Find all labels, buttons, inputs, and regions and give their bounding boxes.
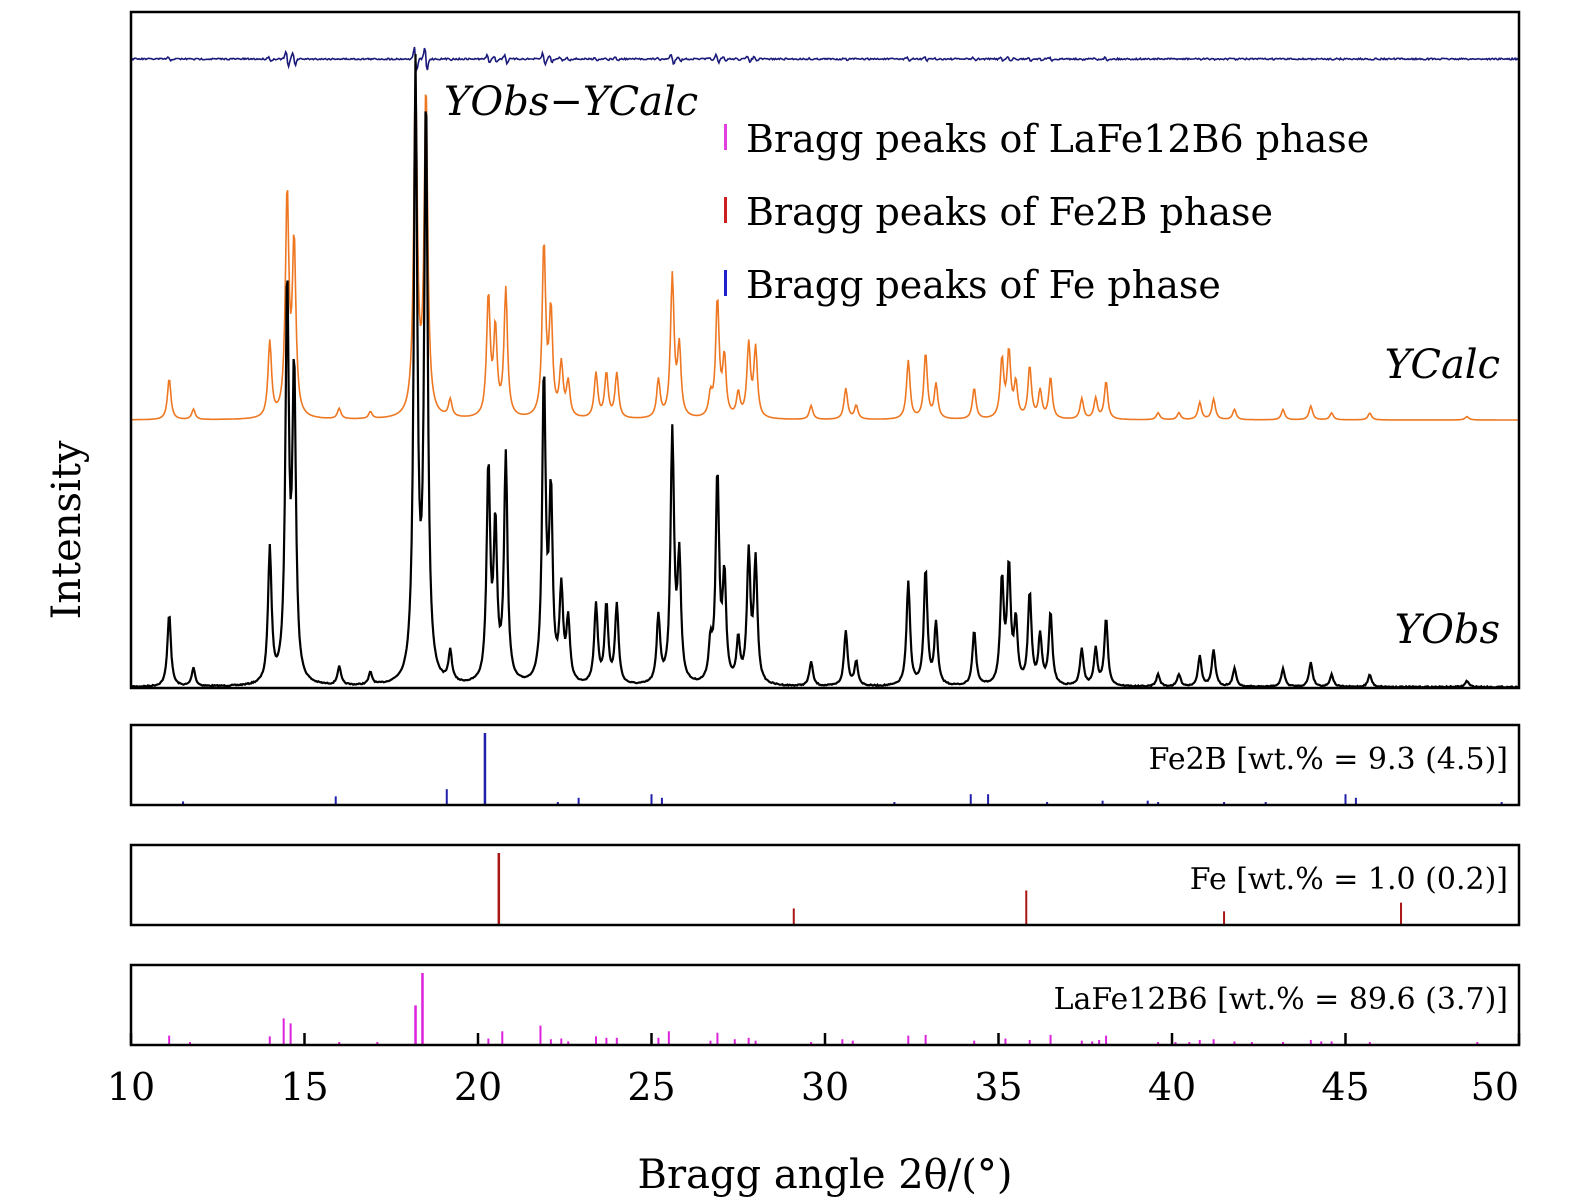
legend-label-fe: Bragg peaks of Fe phase [746, 263, 1221, 307]
legend-swatch-fe2b [724, 197, 727, 223]
obs-curve-label: YObs [1395, 607, 1500, 653]
fe-reflection-ticks [497, 853, 1403, 925]
panel-fe2b-frame [129, 723, 1521, 807]
panel-fe2b-label: Fe2B [wt.% = 9.3 (4.5)] [1149, 742, 1508, 777]
x-tick-label-10: 10 [107, 1065, 155, 1109]
calc-curve-line [131, 61, 1519, 421]
legend-item-lafe12b6: Bragg peaks of LaFe12B6 phase [724, 117, 1369, 161]
diff-curve-line [130, 46, 1520, 73]
panel-fe2b: Fe2B [wt.% = 9.3 (4.5)] [129, 723, 1521, 807]
legend: Bragg peaks of LaFe12B6 phase Bragg peak… [724, 117, 1369, 307]
obs-curve [130, 53, 1519, 689]
panel-fe: Fe [wt.% = 1.0 (0.2)] [129, 843, 1521, 927]
x-tick-label-50: 50 [1471, 1065, 1519, 1109]
x-tick-label-15: 15 [280, 1065, 328, 1109]
x-tick-label-20: 20 [454, 1065, 502, 1109]
main-panel-frame [129, 10, 1521, 690]
x-tick-label-45: 45 [1321, 1065, 1369, 1109]
diff-curve [130, 46, 1520, 73]
legend-item-fe2b: Bragg peaks of Fe2B phase [724, 190, 1273, 234]
legend-item-fe: Bragg peaks of Fe phase [724, 263, 1221, 307]
legend-label-fe2b: Bragg peaks of Fe2B phase [746, 190, 1273, 234]
x-tick-label-40: 40 [1148, 1065, 1196, 1109]
y-axis-label: Intensity [44, 440, 90, 619]
panel-fe-frame [129, 843, 1521, 927]
legend-swatch-lafe12b6 [724, 124, 727, 150]
calc-curve [131, 61, 1519, 421]
main-panel: YObs−YCalc YCalc YObs Bragg peaks of LaF… [129, 10, 1521, 690]
legend-swatch-fe [724, 270, 727, 296]
x-axis-label: Bragg angle 2θ/(°) [638, 1152, 1013, 1198]
x-tick-label-30: 30 [801, 1065, 849, 1109]
x-axis: 10 15 20 25 30 35 40 45 50 [107, 1033, 1521, 1109]
diff-curve-label: YObs−YCalc [444, 79, 698, 125]
x-tick-label-25: 25 [627, 1065, 675, 1109]
x-tick-label-35: 35 [974, 1065, 1022, 1109]
calc-curve-label: YCalc [1385, 342, 1500, 388]
panel-lafe12b6-label: LaFe12B6 [wt.% = 89.6 (3.7)] [1054, 982, 1508, 1017]
panel-fe-label: Fe [wt.% = 1.0 (0.2)] [1190, 862, 1508, 897]
obs-curve-line [130, 53, 1519, 689]
legend-label-lafe12b6: Bragg peaks of LaFe12B6 phase [746, 117, 1369, 161]
